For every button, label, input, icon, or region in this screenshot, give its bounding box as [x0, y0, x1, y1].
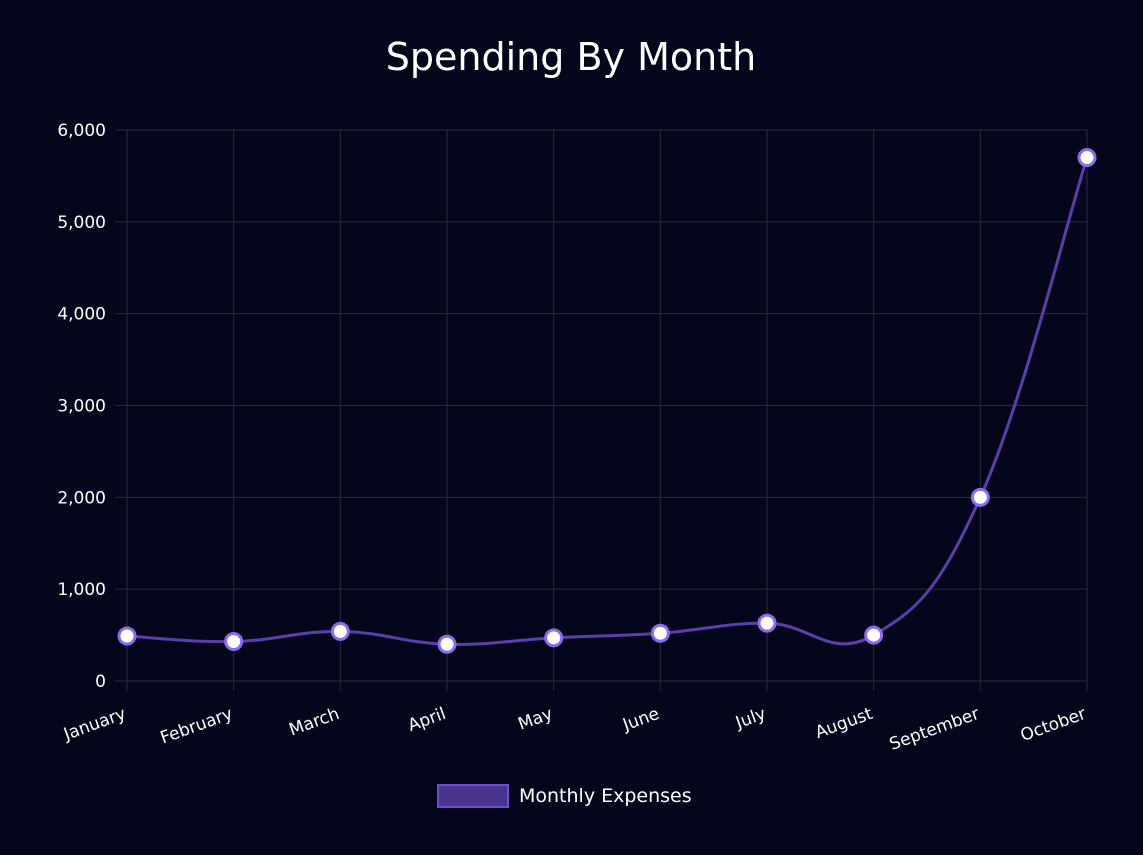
y-axis-ticks: 0 1,000 2,000 3,000 4,000 5,000 6,000 [57, 121, 106, 692]
data-point-august[interactable] [864, 625, 884, 645]
y-tick-label: 1,000 [57, 580, 106, 600]
x-tick-label: June [619, 704, 662, 736]
data-point-may[interactable] [544, 628, 564, 648]
legend[interactable]: Monthly Expenses [437, 784, 692, 808]
series-line [126, 157, 1089, 646]
data-point-february[interactable] [224, 632, 244, 652]
x-axis-ticks: January February March April May June July Augu… [60, 704, 1088, 755]
x-tick-label: July [732, 704, 769, 734]
y-tick-label: 5,000 [57, 213, 106, 233]
y-tick-label: 4,000 [57, 305, 106, 325]
data-point-october[interactable] [1077, 148, 1097, 168]
x-tick-label: September [887, 704, 982, 755]
x-tick-label: March [287, 704, 343, 741]
y-tick-label: 3,000 [57, 397, 106, 417]
data-point-june[interactable] [650, 623, 670, 643]
data-point-january[interactable] [117, 626, 137, 646]
chart-title: Spending By Month [386, 35, 756, 79]
x-tick-label: October [1018, 704, 1089, 746]
x-tick-label: May [516, 704, 556, 735]
x-tick-label: April [405, 704, 448, 736]
data-point-march[interactable] [330, 621, 350, 641]
legend-label[interactable]: Monthly Expenses [519, 785, 692, 807]
x-tick-label: February [158, 704, 236, 749]
grid-layer [115, 129, 1088, 691]
data-points [117, 148, 1097, 654]
x-tick-label: August [813, 704, 876, 743]
y-tick-label: 0 [95, 672, 106, 692]
x-tick-label: January [60, 704, 128, 745]
y-tick-label: 2,000 [57, 488, 106, 508]
data-point-july[interactable] [757, 613, 777, 633]
data-point-april[interactable] [437, 634, 457, 654]
y-tick-label: 6,000 [57, 121, 106, 141]
data-point-september[interactable] [970, 487, 990, 507]
legend-swatch[interactable] [437, 784, 509, 808]
